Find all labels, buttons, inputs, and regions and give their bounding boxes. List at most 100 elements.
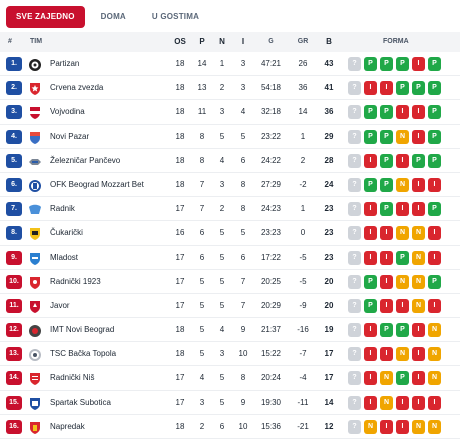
goal-diff-value: 0 [300,228,306,238]
team-name[interactable]: Novi Pazar [50,131,90,141]
table-row[interactable]: 3. Vojvodina 18 11 3 4 32:18 14 36 ? P P I I… [0,100,460,125]
rank-badge: 1. [6,57,22,71]
goal-diff-value: -7 [299,349,307,359]
table-row[interactable]: 1. Partizan 18 14 1 3 47:21 26 43 ? P P P I P [0,52,460,77]
table-row[interactable]: 2. Crvena zvezda 18 13 2 3 54:18 36 41 ?… [0,76,460,101]
form-badge[interactable]: ? [348,226,361,241]
team-name[interactable]: Partizan [50,59,80,68]
form-badge: I [412,371,425,386]
team-name[interactable]: Železničar Pančevo [50,155,121,165]
form-badge[interactable]: ? [348,81,361,96]
form-badge[interactable]: ? [348,105,361,120]
novipazar-crest-icon [28,131,42,144]
form-badge[interactable]: ? [348,129,361,144]
table-row[interactable]: 5. Železničar Pančevo 18 8 4 6 24:22 2 2… [0,149,460,173]
tab-away[interactable]: U GOSTIMA [151,12,200,21]
points-value: 24 [324,179,334,189]
header-draw[interactable]: N [219,37,225,46]
form-badge[interactable]: ? [348,153,361,168]
team-name[interactable]: Radnik [50,204,75,214]
table-row[interactable]: 11. Javor 17 5 5 7 20:29 -9 20 ? P I I N I [0,294,460,319]
played-value: 18 [175,349,185,359]
team-name[interactable]: Javor [50,300,70,310]
draw-value: 3 [219,107,225,117]
draw-value: 2 [219,204,225,214]
form-badge[interactable]: ? [348,371,361,386]
form-badge: N [412,419,425,434]
won-value: 6 [199,252,205,262]
form-badge: N [396,274,409,289]
form-badge[interactable]: ? [348,395,361,410]
form-badge: I [396,419,409,434]
table-row[interactable]: 6. OFK Beograd Mozzart Bet 18 7 3 8 27:2… [0,173,460,198]
rank-badge: 3. [6,105,22,120]
form-badge[interactable]: ? [348,57,361,71]
table-row[interactable]: 7. Radnik 17 7 2 8 24:23 1 23 ? I P I I P [0,197,460,222]
form-badge[interactable]: ? [348,298,361,313]
team-name[interactable]: IMT Novi Beograd [50,325,115,335]
form-badge[interactable]: ? [348,202,361,217]
header-points[interactable]: B [326,37,332,46]
table-row[interactable]: 16. Napredak 18 2 6 10 15:36 -21 12 ? N I I… [0,415,460,439]
goal-diff-value: -5 [299,276,307,286]
header-rank[interactable]: # [8,38,12,45]
lost-value: 8 [240,373,246,383]
form-badge[interactable]: ? [348,250,361,265]
table-row[interactable]: 4. Novi Pazar 18 8 5 5 23:22 1 29 ? P P N I P [0,125,460,149]
form-badge: P [364,105,377,120]
team-name[interactable]: Vojvodina [50,107,85,117]
team-name[interactable]: Čukarički [50,228,83,238]
team-name[interactable]: OFK Beograd Mozzart Bet [50,179,144,189]
played-value: 18 [175,179,185,189]
form-badge: P [428,105,441,120]
points-value: 12 [324,421,334,431]
form-badge[interactable]: ? [348,347,361,362]
form-badge: I [364,81,377,96]
goals-value: 21:37 [260,325,282,335]
goals-value: 19:30 [260,397,282,407]
form-badge: I [364,323,377,338]
table-row[interactable]: 12. IMT Novi Beograd 18 5 4 9 21:37 -16 … [0,318,460,343]
goal-diff-value: 26 [298,59,308,68]
form-strip: ? I P P I N [348,323,441,338]
goals-value: 24:23 [260,204,282,214]
form-badge[interactable]: ? [348,419,361,434]
form-badge: P [396,57,409,71]
team-name[interactable]: Radnički Niš [50,373,95,383]
team-name[interactable]: TSC Bačka Topola [50,349,117,359]
tab-overall[interactable]: SVE ZAJEDNO [6,6,85,28]
header-diff[interactable]: GR [297,38,309,45]
table-row[interactable]: 15. Spartak Subotica 17 3 5 9 19:30 -11 … [0,391,460,415]
lost-value: 3 [240,59,246,68]
points-value: 19 [324,325,334,335]
header-goals[interactable]: G [268,38,274,45]
tab-home[interactable]: DOMA [100,12,126,21]
form-badge[interactable]: ? [348,274,361,289]
rank-badge: 2. [6,81,22,96]
header-played[interactable]: OS [174,37,186,46]
header-lost[interactable]: I [241,37,245,46]
team-name[interactable]: Spartak Subotica [50,397,111,407]
table-row[interactable]: 8. Čukarički 16 6 5 5 23:23 0 23 ? I I N N I [0,221,460,246]
form-badge[interactable]: ? [348,177,361,192]
won-value: 3 [199,397,205,407]
table-row[interactable]: 13. TSC Bačka Topola 18 5 3 10 15:22 -7 … [0,342,460,367]
table-row[interactable]: 14. Radnički Niš 17 4 5 8 20:24 -4 17 ? I… [0,366,460,391]
team-name[interactable]: Napredak [50,421,85,431]
table-row[interactable]: 10. Radnički 1923 17 5 5 7 20:25 -5 20 ?… [0,270,460,294]
team-name[interactable]: Mladost [50,252,79,262]
form-badge: I [412,105,425,120]
goals-value: 23:23 [260,228,282,238]
header-won[interactable]: P [199,37,205,46]
form-badge: N [396,177,409,192]
rank-badge: 6. [6,177,22,192]
form-badge: P [380,177,393,192]
form-badge[interactable]: ? [348,323,361,338]
team-name[interactable]: Crvena zvezda [50,83,104,93]
header-team[interactable]: TIM [30,38,43,45]
table-row[interactable]: 9. Mladost 17 6 5 6 17:22 -5 23 ? I I P N I [0,246,460,270]
team-name[interactable]: Radnički 1923 [50,276,101,286]
won-value: 8 [199,155,205,165]
form-badge: P [428,274,441,289]
draw-value: 5 [219,252,225,262]
